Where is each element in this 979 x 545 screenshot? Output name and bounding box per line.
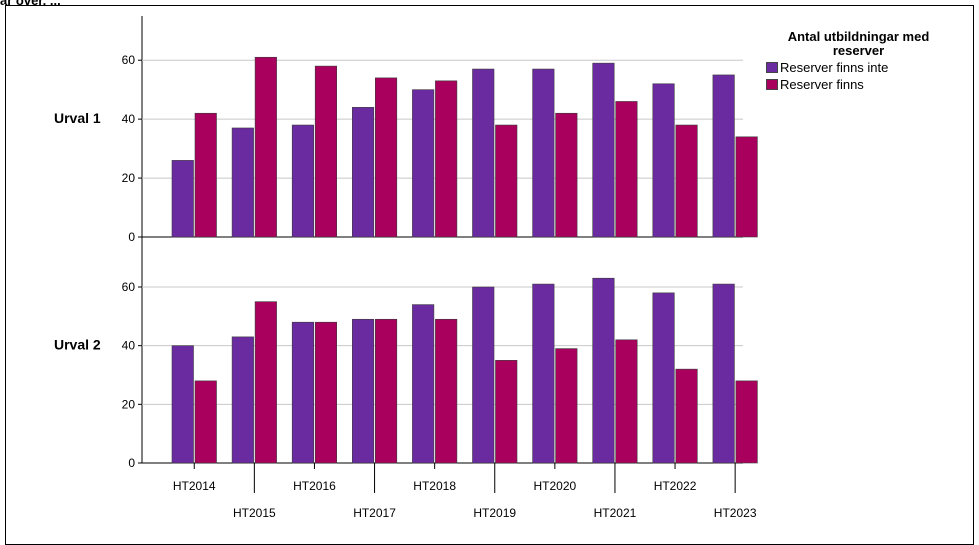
panel-label: Urval 2 (54, 337, 101, 353)
bar (495, 124, 518, 238)
bar (592, 62, 615, 238)
bar (351, 107, 375, 238)
bar (532, 283, 555, 464)
bar (472, 286, 495, 464)
bar (435, 80, 458, 238)
bar (555, 112, 578, 238)
y-tick-label: 60 (122, 280, 136, 294)
y-tick-label: 20 (122, 171, 136, 185)
bar (254, 56, 277, 238)
y-tick-label: 40 (122, 112, 136, 126)
bar (291, 124, 315, 238)
x-tick-label: HT2019 (473, 506, 516, 520)
bar (194, 112, 217, 238)
clipped-top-text: ar over, ... (0, 0, 200, 5)
legend-item-reserver-finns: Reserver finns (766, 77, 951, 92)
panel-2: 0 20 40 60 Urval 2 (54, 277, 758, 470)
bar (351, 318, 375, 464)
bar (712, 283, 735, 464)
x-tick-label: HT2023 (714, 506, 757, 520)
legend-label-reserver-finns-inte: Reserver finns inte (780, 60, 889, 75)
bar (314, 65, 338, 238)
bar (735, 136, 758, 238)
chart-frame: 0 20 40 60 Urval 1 0 20 40 60 Urval 2 HT2014 HT2015… (5, 5, 974, 545)
bar (314, 321, 338, 464)
bar (171, 345, 194, 464)
bar (592, 277, 615, 464)
bar (254, 301, 277, 464)
y-tick-label: 40 (122, 339, 136, 353)
x-tick-label: HT2016 (293, 479, 336, 493)
bar (171, 160, 194, 238)
bar (675, 368, 698, 464)
bar (412, 89, 435, 238)
bar (712, 74, 735, 238)
x-tick-label: HT2018 (413, 479, 456, 493)
panel-label: Urval 1 (54, 110, 101, 126)
x-tick-label: HT2020 (533, 479, 576, 493)
legend-label-reserver-finns: Reserver finns (780, 77, 864, 92)
bar (472, 68, 495, 238)
bar (231, 336, 254, 464)
legend-item-reserver-finns-inte: Reserver finns inte (766, 60, 951, 75)
bar (194, 380, 217, 464)
x-tick-label: HT2014 (173, 479, 216, 493)
bar (495, 360, 518, 464)
panel-1: 0 20 40 60 Urval 1 (54, 53, 758, 244)
legend-swatch-reserver-finns-inte (766, 62, 778, 73)
bar-chart: 0 20 40 60 Urval 1 0 20 40 60 Urval 2 HT2014 HT2015… (54, 16, 758, 520)
y-tick-label: 20 (122, 397, 136, 411)
bar (555, 348, 578, 464)
x-tick-label: HT2022 (654, 479, 697, 493)
x-tick-label: HT2017 (353, 506, 396, 520)
legend: Antal utbildningar med reserver Reserver… (766, 30, 951, 92)
bar (652, 292, 675, 464)
bar (615, 101, 638, 238)
x-tick-label: HT2021 (594, 506, 637, 520)
y-tick-label: 60 (122, 53, 136, 67)
y-tick-label: 0 (128, 456, 135, 470)
bar (615, 339, 638, 464)
bar (652, 83, 675, 238)
bar (412, 304, 435, 464)
bar (532, 68, 555, 238)
x-tick-label: HT2015 (233, 506, 276, 520)
legend-title: Antal utbildningar med reserver (787, 29, 930, 58)
bar (291, 321, 315, 464)
y-tick-label: 0 (128, 230, 135, 244)
bar (435, 318, 458, 464)
bar (231, 127, 254, 238)
bar (735, 380, 758, 464)
bar (374, 77, 398, 238)
legend-swatch-reserver-finns (766, 79, 778, 90)
bar (374, 318, 398, 464)
bar (675, 124, 698, 238)
